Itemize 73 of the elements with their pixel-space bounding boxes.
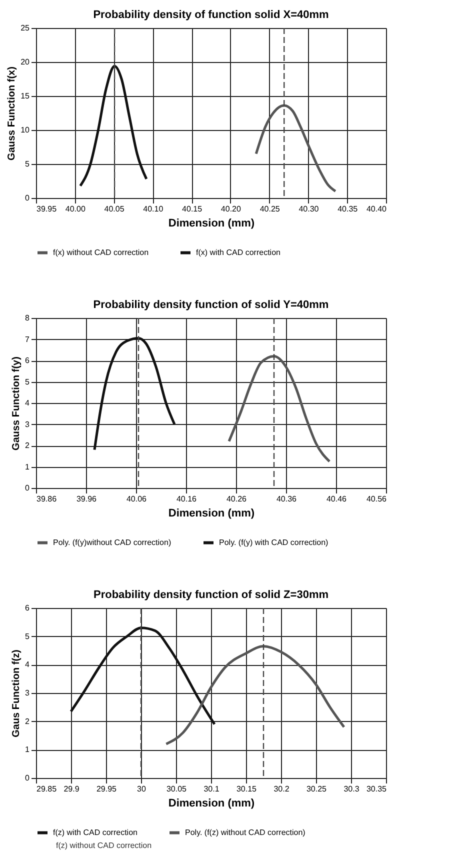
y-tick-label: 1 [25, 462, 30, 472]
x-tick-label: 39.96 [76, 494, 98, 504]
x-tick-label: 30.05 [166, 784, 188, 794]
y-tick-label: 20 [20, 58, 30, 66]
x-axis-title: Dimension (mm) [168, 218, 255, 230]
y-tick-label: 2 [25, 716, 30, 726]
y-tick-label: 8 [25, 314, 30, 322]
y-tick-label: 7 [25, 334, 30, 344]
x-tick-label: 40.10 [143, 204, 164, 214]
y-tick-label: 1 [25, 745, 30, 754]
y-tick-label: 6 [25, 356, 30, 365]
x-axis-title: Dimension (mm) [168, 798, 255, 810]
legend-label: f(z) with CAD correction [53, 828, 138, 837]
legend-label: Poly. (f(y)without CAD correction) [53, 538, 172, 547]
line-series [228, 355, 331, 463]
x-tick-label: 40.56 [366, 494, 388, 504]
line-series [164, 645, 346, 746]
x-tick-label: 30 [137, 784, 146, 794]
x-tick-label: 40.26 [226, 494, 248, 504]
y-tick-label: 0 [25, 774, 30, 782]
legend-label: Poly. (f(z) without CAD correction) [185, 828, 306, 837]
y-tick-label: 0 [25, 194, 30, 202]
x-tick-label: 29.9 [64, 784, 80, 794]
x-tick-label: 30.3 [344, 784, 360, 794]
y-tick-label: 4 [25, 660, 30, 670]
x-tick-label: 40.25 [260, 204, 280, 214]
x-axis-title: Dimension (mm) [168, 508, 255, 520]
y-tick-label: 2 [25, 441, 30, 450]
y-tick-label: 6 [25, 604, 30, 612]
line-series [254, 104, 337, 192]
x-tick-label: 40.00 [65, 204, 86, 214]
y-tick-label: 15 [20, 92, 30, 100]
x-tick-label: 30.1 [204, 784, 220, 794]
x-tick-label: 40.35 [338, 204, 358, 214]
y-tick-label: 25 [20, 24, 30, 32]
y-axis-title: Gaus Function f(z) [11, 650, 22, 738]
legend-label: f(x) without CAD correction [53, 248, 149, 257]
line-series [93, 336, 176, 451]
x-tick-label: 39.86 [36, 494, 58, 504]
x-tick-label: 30.15 [236, 784, 258, 794]
y-tick-label: 0 [25, 484, 30, 492]
x-tick-label: 40.15 [182, 204, 203, 214]
legend-label: Poly. (f(y) with CAD correction) [219, 538, 329, 547]
chart-title: Probability density of function solid X=40mm [93, 9, 330, 21]
x-tick-label: 40.06 [126, 494, 148, 504]
line-series [70, 626, 216, 726]
y-tick-label: 3 [25, 420, 30, 429]
y-tick-label: 5 [25, 160, 30, 168]
x-tick-label: 40.05 [104, 204, 125, 214]
x-tick-label: 40.40 [366, 204, 388, 214]
x-tick-label: 40.46 [326, 494, 348, 504]
text: f(z) without CAD correction [56, 841, 152, 850]
y-tick-label: 5 [25, 377, 30, 386]
legend-label: f(x) with CAD correction [196, 248, 280, 257]
y-tick-label: 3 [25, 688, 30, 698]
y-tick-label: 10 [20, 126, 30, 134]
x-tick-label: 40.16 [176, 494, 198, 504]
x-tick-label: 30.35 [366, 784, 388, 794]
x-tick-label: 30.2 [274, 784, 290, 794]
x-tick-label: 29.95 [96, 784, 118, 794]
chart-title: Probability density function of solid Y=40mm [93, 299, 329, 311]
x-tick-label: 40.36 [276, 494, 298, 504]
y-axis-title: Gauss Function f(y) [11, 356, 22, 450]
chart-title: Probability density function of solid Z=30mm [93, 589, 329, 601]
x-tick-label: 40.30 [298, 204, 320, 214]
x-tick-label: 40.20 [220, 204, 242, 214]
y-tick-label: 5 [25, 632, 30, 641]
y-axis-title: Gauss Function f(x) [6, 66, 18, 160]
line-series [79, 64, 148, 188]
x-tick-label: 30.25 [306, 784, 328, 794]
y-tick-label: 4 [25, 398, 30, 408]
x-tick-label: 29.85 [36, 784, 58, 794]
x-tick-label: 39.95 [36, 204, 58, 214]
